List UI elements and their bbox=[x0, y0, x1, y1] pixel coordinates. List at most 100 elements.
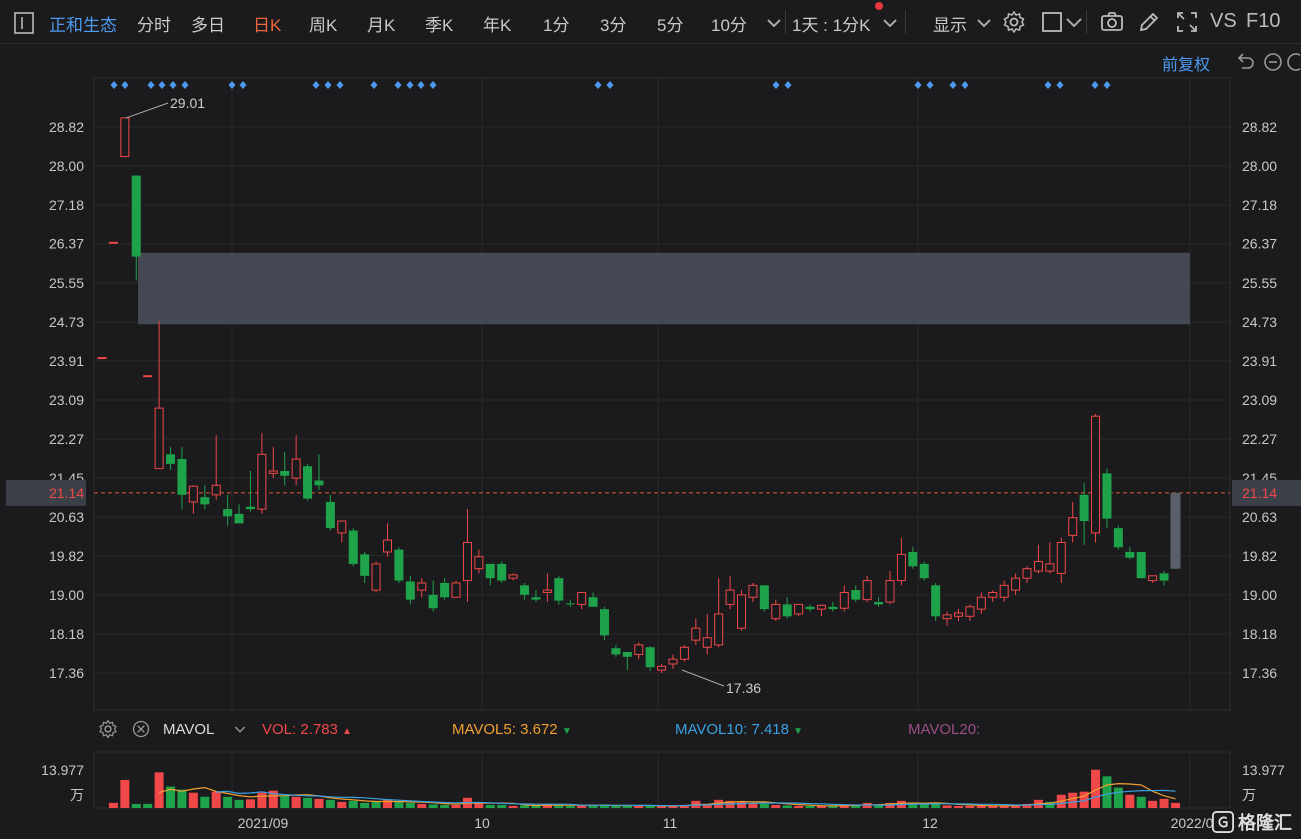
tab-10min[interactable]: 10分 bbox=[711, 16, 747, 35]
candle-body bbox=[188, 485, 198, 503]
volume-bar bbox=[1091, 769, 1101, 808]
current-price-left: 21.14 bbox=[49, 485, 84, 501]
volume-bar bbox=[303, 797, 313, 808]
volume-bar bbox=[874, 805, 884, 808]
candle-body bbox=[851, 590, 861, 600]
display-chevron-icon[interactable] bbox=[972, 11, 992, 35]
candle bbox=[211, 435, 221, 500]
indicator-name[interactable]: MAVOL bbox=[163, 721, 215, 738]
settings-gear-icon[interactable] bbox=[1002, 10, 1026, 34]
indicator-chevron-icon[interactable] bbox=[232, 721, 248, 741]
tab-intraday[interactable]: 分时 bbox=[137, 16, 171, 35]
volume-bar bbox=[988, 805, 998, 808]
candle-body bbox=[805, 606, 815, 610]
pencil-icon[interactable] bbox=[1137, 10, 1161, 34]
candle-body bbox=[577, 591, 587, 605]
price-tick-right: 23.09 bbox=[1242, 392, 1277, 408]
event-marker-diamond bbox=[239, 81, 247, 89]
candle bbox=[108, 241, 118, 244]
candle bbox=[554, 575, 564, 605]
volume-bar bbox=[954, 805, 963, 808]
stock-name[interactable]: 正和生态 bbox=[49, 16, 117, 35]
volume-bar bbox=[508, 805, 518, 808]
tab-yearly-k[interactable]: 年K bbox=[483, 16, 512, 35]
candle bbox=[839, 585, 849, 612]
undo-icon[interactable] bbox=[1237, 53, 1254, 69]
vs-compare-button[interactable]: VS bbox=[1210, 10, 1237, 32]
notification-dot bbox=[875, 2, 883, 10]
period-select[interactable]: 1天 : 1分K bbox=[792, 16, 871, 35]
candle-body bbox=[177, 459, 187, 495]
volume-bar bbox=[234, 799, 244, 808]
tab-multiday[interactable]: 多日 bbox=[191, 16, 225, 35]
candle bbox=[759, 585, 769, 612]
volume-bar bbox=[1159, 798, 1169, 808]
sidebar-toggle-icon[interactable] bbox=[12, 11, 36, 35]
candle bbox=[348, 528, 358, 567]
event-marker-diamond bbox=[594, 81, 602, 89]
candle bbox=[143, 375, 153, 378]
candle-body bbox=[451, 582, 461, 598]
candle bbox=[919, 561, 929, 581]
volume-bar bbox=[531, 805, 541, 808]
candle-body bbox=[474, 556, 484, 570]
adjust-price-button[interactable]: 前复权 bbox=[1162, 57, 1211, 74]
candle-body bbox=[485, 563, 495, 579]
candle bbox=[451, 580, 461, 598]
period-chevron-icon[interactable] bbox=[878, 11, 898, 35]
volume-layer: 13.977 万 13.977 万 bbox=[41, 751, 1285, 809]
camera-icon[interactable] bbox=[1100, 10, 1124, 34]
zoom-out-icon[interactable] bbox=[1264, 53, 1282, 71]
candle-body bbox=[965, 606, 975, 617]
candle bbox=[383, 523, 392, 557]
candle-body bbox=[1022, 568, 1032, 579]
indicator-close-icon[interactable] bbox=[131, 719, 151, 743]
date-tick: 2021/09 bbox=[238, 815, 289, 831]
display-menu[interactable]: 显示 bbox=[933, 16, 967, 35]
volume-bar bbox=[577, 805, 587, 808]
volume-bar bbox=[634, 805, 644, 808]
volume-bar bbox=[497, 804, 507, 808]
tab-daily-k[interactable]: 日K bbox=[253, 16, 282, 35]
price-tick-left: 17.36 bbox=[49, 665, 84, 681]
volume-bar bbox=[371, 801, 381, 808]
candle-body bbox=[508, 574, 518, 579]
price-tick-right: 19.82 bbox=[1242, 548, 1277, 564]
candle bbox=[508, 573, 518, 581]
candle bbox=[565, 599, 575, 607]
volume-bar bbox=[314, 798, 324, 808]
mavol20-label: MAVOL20: bbox=[908, 721, 981, 738]
toolbar-divider bbox=[785, 10, 786, 34]
tab-3min[interactable]: 3分 bbox=[600, 16, 627, 35]
mavol10-value: 7.418 bbox=[751, 721, 789, 738]
square-checkbox-icon[interactable] bbox=[1040, 10, 1064, 34]
price-tick-left: 20.63 bbox=[49, 509, 84, 525]
fullscreen-icon[interactable] bbox=[1175, 10, 1199, 34]
tab-weekly-k[interactable]: 周K bbox=[309, 16, 338, 35]
tab-1min[interactable]: 1分 bbox=[543, 16, 570, 35]
tab-quarterly-k[interactable]: 季K bbox=[425, 16, 454, 35]
low-pointer bbox=[681, 669, 725, 687]
volume-bar bbox=[325, 799, 335, 808]
candle bbox=[599, 606, 609, 641]
latest-candle-body bbox=[1170, 492, 1181, 569]
chevron-down-icon[interactable] bbox=[762, 11, 782, 35]
volume-bar bbox=[1068, 792, 1078, 808]
candle-body bbox=[599, 609, 609, 636]
tab-monthly-k[interactable]: 月K bbox=[367, 16, 396, 35]
indicator-settings-icon[interactable] bbox=[98, 719, 118, 743]
candle-body bbox=[1148, 575, 1158, 582]
checkbox-chevron-icon[interactable] bbox=[1062, 10, 1082, 34]
candle-body bbox=[394, 549, 404, 581]
volume-bar bbox=[177, 789, 187, 808]
candle-body bbox=[417, 582, 427, 591]
price-gap-zone bbox=[138, 252, 1190, 325]
volume-bar bbox=[702, 803, 712, 808]
volume-bar bbox=[223, 796, 233, 808]
f10-button[interactable]: F10 bbox=[1246, 10, 1281, 32]
volume-bar bbox=[554, 804, 564, 808]
volume-bar bbox=[462, 797, 472, 808]
zoom-in-icon[interactable] bbox=[1287, 53, 1301, 71]
tab-5min[interactable]: 5分 bbox=[657, 16, 684, 35]
volume-bar bbox=[1148, 800, 1158, 808]
